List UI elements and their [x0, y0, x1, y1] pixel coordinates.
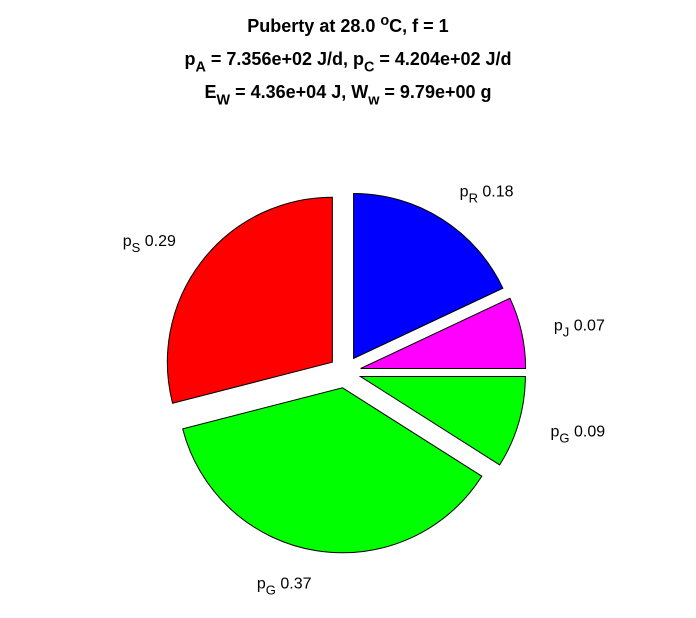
chart-title: EW = 4.36e+04 J, Ww = 9.79e+00 g — [205, 82, 492, 108]
label-value: 0.07 — [574, 317, 605, 334]
text-part: p — [184, 49, 195, 69]
label-value: 0.18 — [482, 183, 513, 200]
label-name: p — [460, 183, 469, 200]
pie-slice — [182, 387, 483, 554]
text-part: = 9.79e+00 g — [379, 82, 491, 102]
text-part: = 7.356e+02 J/d, p — [206, 49, 364, 69]
label-name: p — [554, 317, 563, 334]
slice-label: pJ 0.07 — [554, 317, 605, 339]
subscript: w — [367, 92, 380, 108]
pie-slice — [353, 192, 504, 360]
chart-title: Puberty at 28.0 oC, f = 1 — [247, 13, 448, 36]
label-subscript: J — [563, 324, 570, 339]
supscript: o — [380, 13, 389, 29]
label-value: 0.09 — [574, 424, 605, 441]
subscript: A — [195, 59, 206, 75]
slice-label: pG 0.09 — [551, 424, 606, 446]
label-value: 0.29 — [145, 233, 176, 250]
text-part: = 4.204e+02 J/d — [374, 49, 511, 69]
subscript: W — [217, 92, 231, 108]
label-name: p — [123, 233, 132, 250]
pie-slice — [166, 196, 333, 404]
slice-label: pS 0.29 — [123, 233, 176, 255]
label-name: p — [551, 424, 560, 441]
label-value: 0.37 — [280, 575, 311, 592]
text-part: C, f = 1 — [389, 16, 449, 36]
subscript: C — [364, 59, 374, 75]
text-part: Puberty at 28.0 — [247, 16, 380, 36]
label-subscript: R — [469, 190, 478, 205]
label-subscript: G — [266, 582, 276, 597]
label-subscript: G — [559, 431, 569, 446]
label-name: p — [257, 575, 266, 592]
label-subscript: S — [132, 240, 141, 255]
chart-title: pA = 7.356e+02 J/d, pC = 4.204e+02 J/d — [184, 49, 511, 75]
pie-slice — [360, 297, 527, 370]
text-part: = 4.36e+04 J, W — [230, 82, 368, 102]
text-part: E — [205, 82, 217, 102]
slice-label: pG 0.37 — [257, 575, 312, 597]
pie-slice — [358, 375, 526, 466]
slice-label: pR 0.18 — [460, 183, 514, 205]
